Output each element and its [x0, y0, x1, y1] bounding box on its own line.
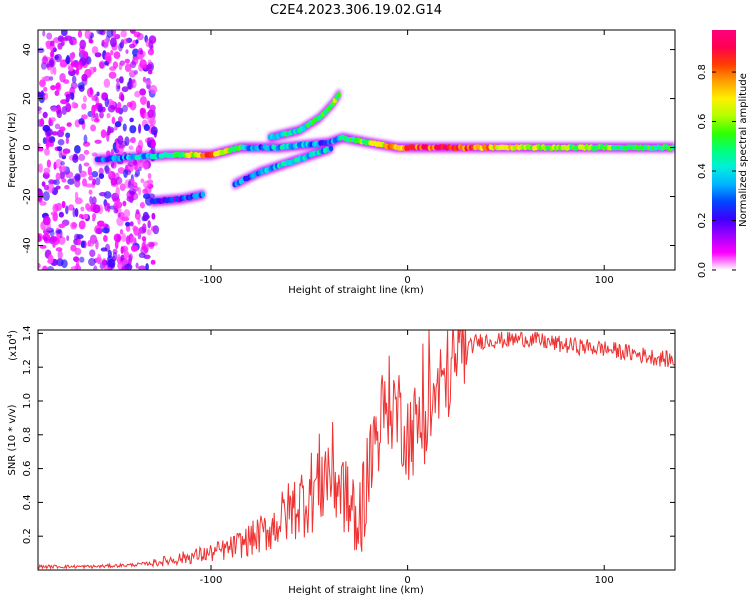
snr-y-tick-label: 0.4: [22, 494, 33, 510]
colorbar-tick-label: 0.6: [697, 114, 708, 130]
spectrogram-y-tick-label: -20: [22, 188, 33, 204]
spectrogram-y-axis-label: Frequency (Hz): [7, 112, 18, 188]
spectrogram-ticks: -100 0 100 -40 -20 0 20 40: [22, 30, 675, 286]
snr-x-tick-label: 100: [595, 575, 614, 586]
snr-y-tick-label: 0.2: [22, 528, 33, 544]
ridge-lower-branch: [231, 142, 335, 190]
ridge-low-echo: [148, 189, 207, 207]
snr-y-tick-label: 1.2: [22, 359, 33, 375]
colorbar-tick-label: 0.8: [697, 64, 708, 80]
colorbar-tick-label: 0.2: [697, 213, 708, 229]
snr-x-axis-label: Height of straight line (km): [288, 585, 424, 596]
snr-scale-exponent: 4: [6, 333, 14, 338]
colorbar-tick-label: 0.0: [697, 262, 708, 278]
spectrogram-x-tick-label: 0: [404, 275, 410, 286]
spectrogram-image: [38, 30, 675, 270]
spectrogram-x-tick-label: -100: [200, 275, 223, 286]
spectrogram-x-tick-label: 100: [595, 275, 614, 286]
figure-title: C2E4.2023.306.19.02.G14: [270, 3, 442, 18]
colorbar: 0.0 0.2 0.4 0.6 0.8 Normalized spectral ampl…: [697, 30, 749, 278]
spectrogram-y-tick-label: 40: [22, 43, 33, 56]
spectrogram-y-tick-label: 20: [22, 92, 33, 105]
spectrogram-x-axis-label: Height of straight line (km): [288, 285, 424, 296]
snr-x-tick-label: -100: [200, 575, 223, 586]
colorbar-tick-label: 0.4: [697, 163, 708, 179]
snr-scale-label: (x104): [6, 330, 19, 361]
colorbar-label: Normalized spectral amplitude: [738, 73, 749, 227]
snr-y-tick-label: 1.4: [22, 325, 33, 341]
snr-frame: [37, 329, 676, 571]
colorbar-ticks: 0.0 0.2 0.4 0.6 0.8: [697, 64, 736, 278]
spectrogram-panel: -100 0 100 -40 -20 0 20 40 Height of straight l…: [7, 29, 676, 296]
ridge-main: [93, 132, 675, 166]
snr-scale-prefix: (x10: [8, 338, 19, 361]
ridge-rising-branch: [266, 88, 343, 144]
noise-region: [38, 30, 160, 270]
snr-x-tick-label: 0: [404, 575, 410, 586]
snr-scale-suffix: ): [8, 330, 19, 334]
snr-y-axis-label: SNR (10 * v/v): [7, 404, 18, 475]
snr-y-tick-label: 1.0: [22, 393, 33, 409]
snr-series-line: [38, 330, 675, 570]
colorbar-scale: [712, 30, 736, 270]
snr-ticks: -100 0 100 0.2 0.4 0.6 0.8 1.0 1.2 1.4: [22, 325, 675, 586]
snr-y-tick-label: 0.6: [22, 461, 33, 477]
spectrogram-y-tick-label: 0: [22, 144, 33, 150]
snr-y-tick-label: 0.8: [22, 427, 33, 443]
spectrogram-frame: [37, 29, 676, 271]
spectrogram-y-tick-label: -40: [22, 237, 33, 253]
snr-panel: -100 0 100 0.2 0.4 0.6 0.8 1.0 1.2 1.4 Height of …: [6, 325, 676, 596]
